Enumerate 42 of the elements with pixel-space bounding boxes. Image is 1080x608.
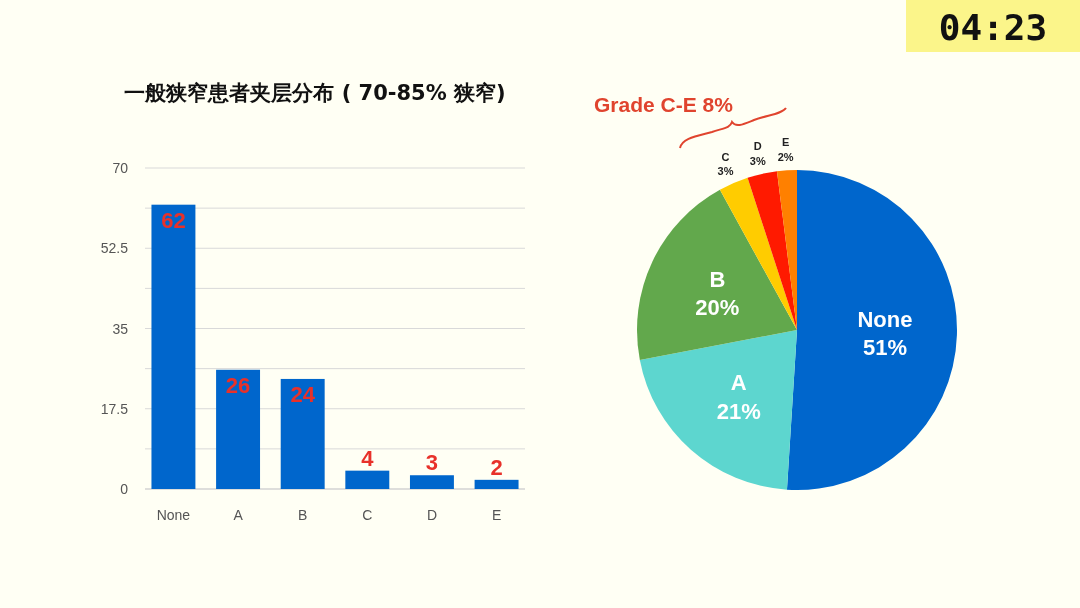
x-tick-label: C	[362, 507, 373, 523]
data-label: 62	[161, 207, 186, 233]
slice-label: D	[753, 140, 762, 153]
data-label: 3%	[749, 154, 766, 167]
pie-slice	[639, 330, 797, 490]
pie-slice	[786, 170, 957, 490]
slice-label: B	[709, 266, 726, 292]
x-tick-label: B	[298, 507, 308, 523]
data-label: 3	[425, 450, 439, 476]
slice-label: E	[782, 136, 790, 149]
bar	[474, 479, 519, 489]
bar	[345, 470, 390, 489]
x-tick-label: A	[233, 507, 244, 523]
y-tick-label: 52.5	[100, 240, 129, 257]
bar	[409, 475, 454, 489]
slice-label: C	[721, 150, 730, 163]
y-tick-label: 17.5	[100, 400, 129, 417]
data-label: 2	[490, 454, 503, 480]
data-label: 51%	[862, 335, 907, 361]
pie-slice	[747, 171, 797, 330]
data-label: 20%	[695, 295, 740, 321]
text: 04:23	[938, 7, 1048, 48]
y-tick-label: 70	[112, 160, 129, 176]
data-label: 3%	[717, 165, 734, 178]
chart-title: 一般狭窄患者夹层分布 ( 70-85% 狭窄)	[124, 81, 506, 105]
bar	[151, 204, 196, 489]
data-label: 2%	[777, 150, 794, 163]
y-tick-label: 0	[120, 481, 129, 497]
x-tick-label: E	[491, 507, 502, 523]
data-label: 4	[361, 445, 375, 471]
data-label: 21%	[716, 398, 761, 424]
slice-label: A	[730, 370, 747, 396]
x-tick-label: None	[156, 507, 191, 523]
data-label: 24	[290, 381, 316, 407]
x-tick-label: D	[426, 507, 437, 523]
bar	[216, 369, 261, 489]
data-label: 26	[225, 372, 251, 398]
slice-label: None	[857, 306, 913, 332]
text: Grade C-E 8%	[594, 93, 734, 116]
y-tick-label: 35	[112, 320, 129, 337]
pie-slice	[637, 189, 797, 360]
bar	[280, 378, 325, 489]
